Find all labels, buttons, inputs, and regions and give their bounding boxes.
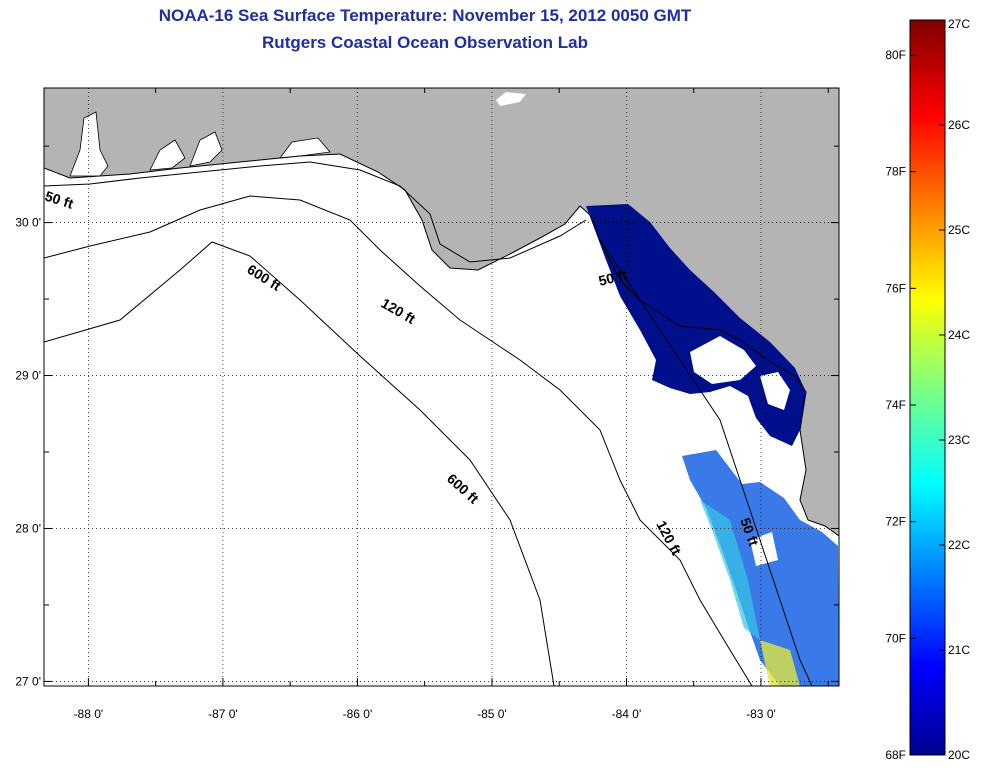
contour-600ft [44, 241, 555, 686]
x-tick-label: -87 0' [208, 707, 238, 721]
y-tick-label: 30 0' [15, 216, 41, 230]
sst-yellow-spot [760, 640, 800, 686]
colorbar-label-c: 26C [948, 118, 970, 132]
x-tick-label: -83 0' [746, 707, 776, 721]
colorbar-label-f: 78F [885, 165, 906, 179]
sst-cold-region [586, 204, 806, 446]
graticule [44, 88, 839, 686]
y-tick-label: 27 0' [15, 674, 41, 688]
colorbar-label-f: 68F [885, 748, 906, 762]
contour-label: 50 ft [597, 266, 629, 289]
colorbar [909, 19, 946, 756]
colorbar-label-c: 25C [948, 223, 970, 237]
map-subtitle: Rutgers Coastal Ocean Observation Lab [262, 33, 588, 52]
colorbar-label-f: 70F [885, 631, 906, 645]
longitude-ticks: -88 0' -87 0' -86 0' -85 0' -84 0' -83 0' [74, 707, 776, 721]
x-tick-label: -88 0' [74, 707, 104, 721]
sst-warm-region [682, 450, 839, 686]
colorbar-label-c: 23C [948, 433, 970, 447]
colorbar-celsius-ticks: 27C 26C 25C 24C 23C 22C 21C 20C [939, 17, 970, 762]
x-tick-label: -85 0' [477, 707, 507, 721]
colorbar-fahrenheit-ticks: 80F 78F 76F 74F 72F 70F 68F [885, 48, 916, 762]
cloud-gap [690, 336, 756, 384]
contour-50ft-east [599, 239, 813, 686]
colorbar-label-f: 72F [885, 515, 906, 529]
land-mass [44, 88, 839, 536]
cloud-gap [760, 372, 790, 410]
plot-frame [43, 87, 840, 687]
contour-120ft [44, 195, 753, 686]
colorbar-label-c: 27C [948, 17, 970, 31]
colorbar-label-c: 24C [948, 328, 970, 342]
latitude-ticks: 30 0' 29 0' 28 0' 27 0' [15, 216, 41, 689]
bay-inlet [69, 111, 109, 177]
coastline [44, 153, 839, 537]
sst-cyan-band [700, 500, 760, 640]
contour-50ft-west [44, 161, 587, 263]
x-tick-label: -86 0' [343, 707, 373, 721]
colorbar-label-c: 20C [948, 748, 970, 762]
bay-inlet [149, 139, 186, 171]
colorbar-label-f: 74F [885, 398, 906, 412]
colorbar-label-c: 21C [948, 643, 970, 657]
bay-inlet [189, 131, 223, 167]
map-title: NOAA-16 Sea Surface Temperature: Novembe… [158, 6, 692, 25]
x-tick-label: -84 0' [612, 707, 642, 721]
y-tick-label: 28 0' [15, 521, 41, 535]
colorbar-label-f: 80F [885, 48, 906, 62]
inland-lake [496, 92, 526, 106]
cloud-gap [750, 532, 778, 566]
colorbar-label-f: 76F [885, 281, 906, 295]
colorbar-label-c: 22C [948, 538, 970, 552]
y-tick-label: 29 0' [15, 369, 41, 383]
